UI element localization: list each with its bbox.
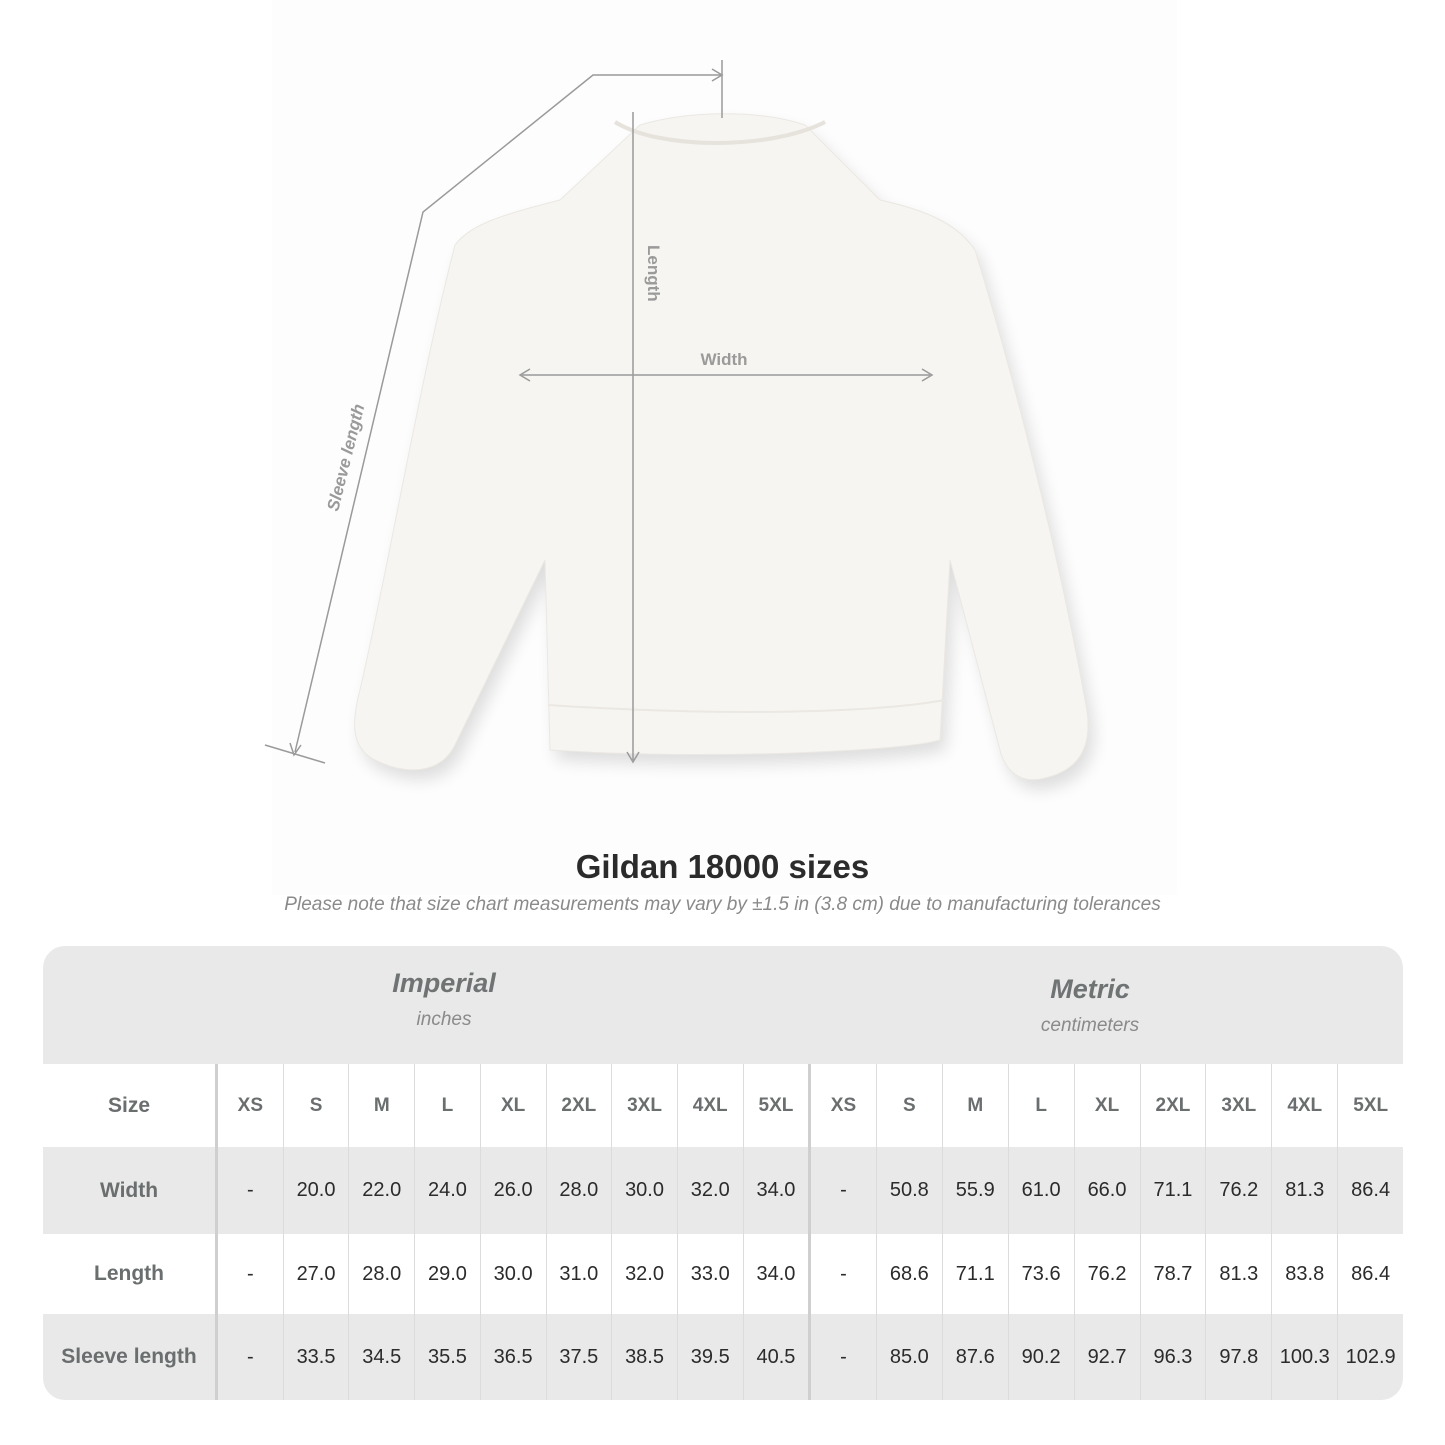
imperial-size-header: 4XL: [676, 1064, 743, 1147]
imperial-value-cell: 36.5: [479, 1314, 546, 1400]
imperial-value-cell: 33.5: [282, 1314, 349, 1400]
metric-unit: centimeters: [1040, 1015, 1140, 1036]
metric-size-header: 2XL: [1139, 1064, 1206, 1147]
imperial-size-header: XL: [479, 1064, 546, 1147]
metric-value-cell: 71.1: [941, 1234, 1008, 1314]
imperial-value-cell: 28.0: [348, 1234, 414, 1314]
metric-value-cell: 87.6: [941, 1314, 1008, 1400]
table-row: Sleeve length -33.5 34.5 35.5 36.5 37.5 38.5 39…: [43, 1314, 1403, 1400]
metric-value-cell: 73.6: [1007, 1234, 1074, 1314]
page-title: Gildan 18000 sizes: [575, 848, 870, 885]
metric-value-cell: 85.0: [875, 1314, 942, 1400]
imperial-value-cell: 29.0: [414, 1234, 480, 1314]
imperial-value-cell: 28.0: [545, 1147, 612, 1234]
metric-value-cell: 100.3: [1271, 1314, 1337, 1400]
metric-value-cell: 76.2: [1073, 1234, 1140, 1314]
imperial-value-cell: 40.5: [742, 1314, 809, 1400]
metric-value-cell: 81.3: [1271, 1147, 1337, 1234]
metric-size-header: L: [1007, 1064, 1074, 1147]
imperial-value-cell: -: [217, 1314, 283, 1400]
imperial-title: Imperial: [392, 968, 496, 998]
metric-value-cell: -: [810, 1314, 876, 1400]
imperial-value-cell: 26.0: [479, 1147, 546, 1234]
metric-value-cell: 50.8: [875, 1147, 942, 1234]
imperial-size-header: 5XL: [742, 1064, 809, 1147]
imperial-size-header: M: [348, 1064, 414, 1147]
imperial-value-cell: 37.5: [545, 1314, 612, 1400]
metric-header: Metric centimeters: [810, 974, 1370, 1037]
imperial-value-cell: 34.0: [742, 1147, 809, 1234]
imperial-size-header: L: [414, 1064, 480, 1147]
metric-value-cell: 97.8: [1205, 1314, 1271, 1400]
metric-value-cell: 61.0: [1007, 1147, 1074, 1234]
length-label: Length: [644, 245, 663, 302]
imperial-size-header: 3XL: [611, 1064, 677, 1147]
imperial-size-header: 2XL: [545, 1064, 612, 1147]
imperial-value-cell: 33.0: [676, 1234, 743, 1314]
imperial-value-cell: 27.0: [282, 1234, 349, 1314]
imperial-value-cell: 34.5: [348, 1314, 414, 1400]
table-row: Length -27.0 28.0 29.0 30.0 31.0 32.0 33.0 34.0-…: [43, 1234, 1403, 1314]
row-label: Length: [94, 1262, 164, 1285]
imperial-value-cell: -: [217, 1147, 283, 1234]
unit-header-band: Imperial inches Metric centimeters: [43, 946, 1403, 1064]
metric-value-cell: 55.9: [941, 1147, 1008, 1234]
imperial-value-cell: 32.0: [611, 1234, 677, 1314]
metric-size-header: XS: [810, 1064, 876, 1147]
imperial-value-cell: 38.5: [611, 1314, 677, 1400]
metric-value-cell: -: [810, 1147, 876, 1234]
metric-title: Metric: [1050, 974, 1130, 1004]
imperial-size-header: XS: [217, 1064, 283, 1147]
imperial-value-cell: -: [217, 1234, 283, 1314]
imperial-value-cell: 30.0: [611, 1147, 677, 1234]
imperial-value-cell: 24.0: [414, 1147, 480, 1234]
imperial-unit: inches: [416, 1009, 472, 1030]
size-header-row: Size XS S M L XL 2XL 3XL 4XL 5XL XS S M L XL 2XL 3XL 4XL 5…: [43, 1064, 1403, 1147]
metric-value-cell: 66.0: [1073, 1147, 1140, 1234]
imperial-value-cell: 32.0: [676, 1147, 743, 1234]
unit-system-divider: [808, 1064, 811, 1400]
metric-value-cell: 78.7: [1139, 1234, 1206, 1314]
imperial-value-cell: 30.0: [479, 1234, 546, 1314]
metric-value-cell: 81.3: [1205, 1234, 1271, 1314]
imperial-value-cell: 35.5: [414, 1314, 480, 1400]
sweatshirt-measurement-diagram: Length Width Sleeve length: [264, 60, 1095, 790]
row-label: Sleeve length: [61, 1345, 197, 1368]
width-label: Width: [700, 350, 747, 369]
imperial-size-header: S: [282, 1064, 349, 1147]
metric-size-header: 5XL: [1337, 1064, 1403, 1147]
sweatshirt-body: [354, 113, 1089, 781]
metric-value-cell: -: [810, 1234, 876, 1314]
imperial-value-cell: 39.5: [676, 1314, 743, 1400]
imperial-value-cell: 20.0: [282, 1147, 349, 1234]
size-column-label: Size: [107, 1093, 151, 1117]
row-label: Width: [99, 1178, 159, 1202]
metric-value-cell: 68.6: [875, 1234, 942, 1314]
metric-value-cell: 86.4: [1337, 1147, 1403, 1234]
measurement-lines: [264, 60, 934, 764]
metric-size-header: XL: [1073, 1064, 1140, 1147]
imperial-header: Imperial inches: [217, 968, 671, 1031]
metric-value-cell: 71.1: [1139, 1147, 1206, 1234]
metric-value-cell: 102.9: [1337, 1314, 1403, 1400]
table-row: Width -20.0 22.0 24.0 26.0 28.0 30.0 32.0 34.0-5…: [43, 1147, 1403, 1234]
tolerance-note: Please note that size chart measurements…: [284, 894, 1161, 915]
imperial-value-cell: 22.0: [348, 1147, 414, 1234]
size-chart-table: Imperial inches Metric centimeters Size X…: [43, 946, 1403, 1400]
metric-size-header: S: [875, 1064, 942, 1147]
imperial-value-cell: 31.0: [545, 1234, 612, 1314]
metric-size-header: 3XL: [1205, 1064, 1271, 1147]
metric-value-cell: 96.3: [1139, 1314, 1206, 1400]
imperial-value-cell: 34.0: [742, 1234, 809, 1314]
metric-size-header: M: [941, 1064, 1008, 1147]
label-column-divider: [215, 1064, 218, 1400]
metric-size-header: 4XL: [1271, 1064, 1337, 1147]
metric-value-cell: 86.4: [1337, 1234, 1403, 1314]
metric-value-cell: 76.2: [1205, 1147, 1271, 1234]
metric-value-cell: 92.7: [1073, 1314, 1140, 1400]
metric-value-cell: 90.2: [1007, 1314, 1074, 1400]
metric-value-cell: 83.8: [1271, 1234, 1337, 1314]
